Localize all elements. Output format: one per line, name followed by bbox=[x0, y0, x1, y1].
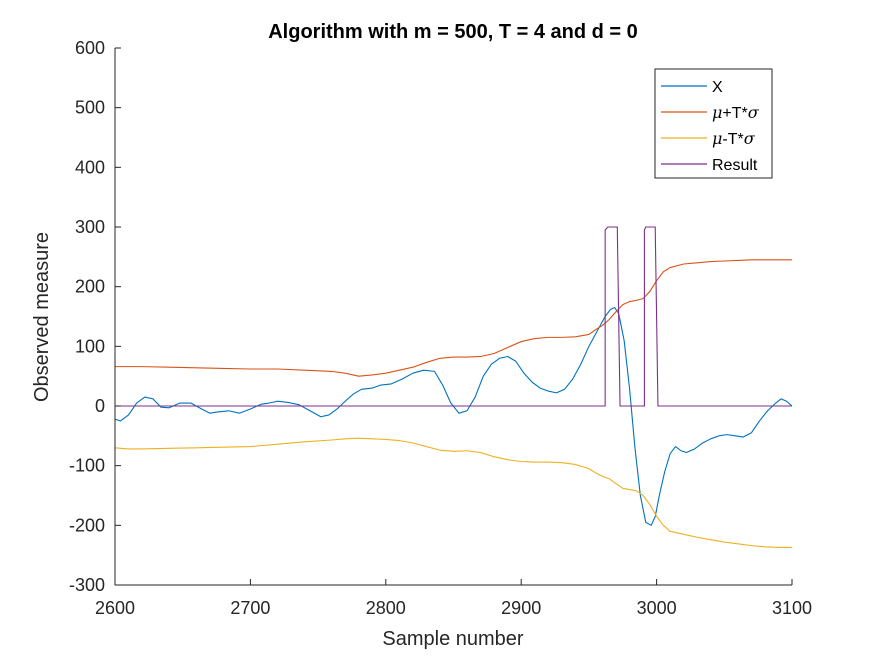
y-tick-label: -100 bbox=[69, 456, 105, 476]
tick-layer: 2600 2700 2800 2900 3000 3100 -300 -200 -100 0 100… bbox=[69, 38, 812, 618]
x-tick-label: 2600 bbox=[95, 598, 135, 618]
x-axis-label: Sample number bbox=[382, 628, 524, 650]
legend-box bbox=[654, 68, 773, 179]
legend-label-0: X bbox=[712, 79, 723, 96]
chart-title: Algorithm with m = 500, T = 4 and d = 0 bbox=[268, 21, 638, 43]
y-tick-label: 600 bbox=[75, 38, 105, 58]
x-tick-label: 3100 bbox=[772, 598, 812, 618]
legend-label-1: μ+T*σ bbox=[712, 103, 760, 122]
y-tick-label: 400 bbox=[75, 157, 105, 177]
y-tick-label: -200 bbox=[69, 515, 105, 535]
x-tick-label: 2900 bbox=[501, 598, 541, 618]
y-tick-label: 100 bbox=[75, 336, 105, 356]
series-line-2 bbox=[114, 437, 792, 548]
y-tick-label: 200 bbox=[75, 277, 105, 297]
y-tick-label: 300 bbox=[75, 217, 105, 237]
series-line-3 bbox=[115, 226, 792, 407]
legend-label-3: Result bbox=[712, 157, 758, 174]
legend: Xμ+T*σ μ-T*σ Result bbox=[654, 68, 773, 179]
y-axis-label: Observed measure bbox=[31, 232, 53, 402]
legend-label-2: μ-T*σ bbox=[712, 129, 756, 148]
y-tick-label: -300 bbox=[69, 575, 105, 595]
x-tick-label: 2700 bbox=[230, 598, 270, 618]
x-tick-label: 2800 bbox=[366, 598, 406, 618]
x-tick-label: 3000 bbox=[637, 598, 677, 618]
series-line-1 bbox=[115, 259, 792, 377]
series-line-0 bbox=[114, 307, 793, 526]
y-tick-label: 0 bbox=[95, 396, 105, 416]
series-layer bbox=[114, 226, 793, 548]
legend-items: Xμ+T*σ μ-T*σ Result bbox=[661, 79, 760, 174]
y-tick-label: 500 bbox=[75, 98, 105, 118]
